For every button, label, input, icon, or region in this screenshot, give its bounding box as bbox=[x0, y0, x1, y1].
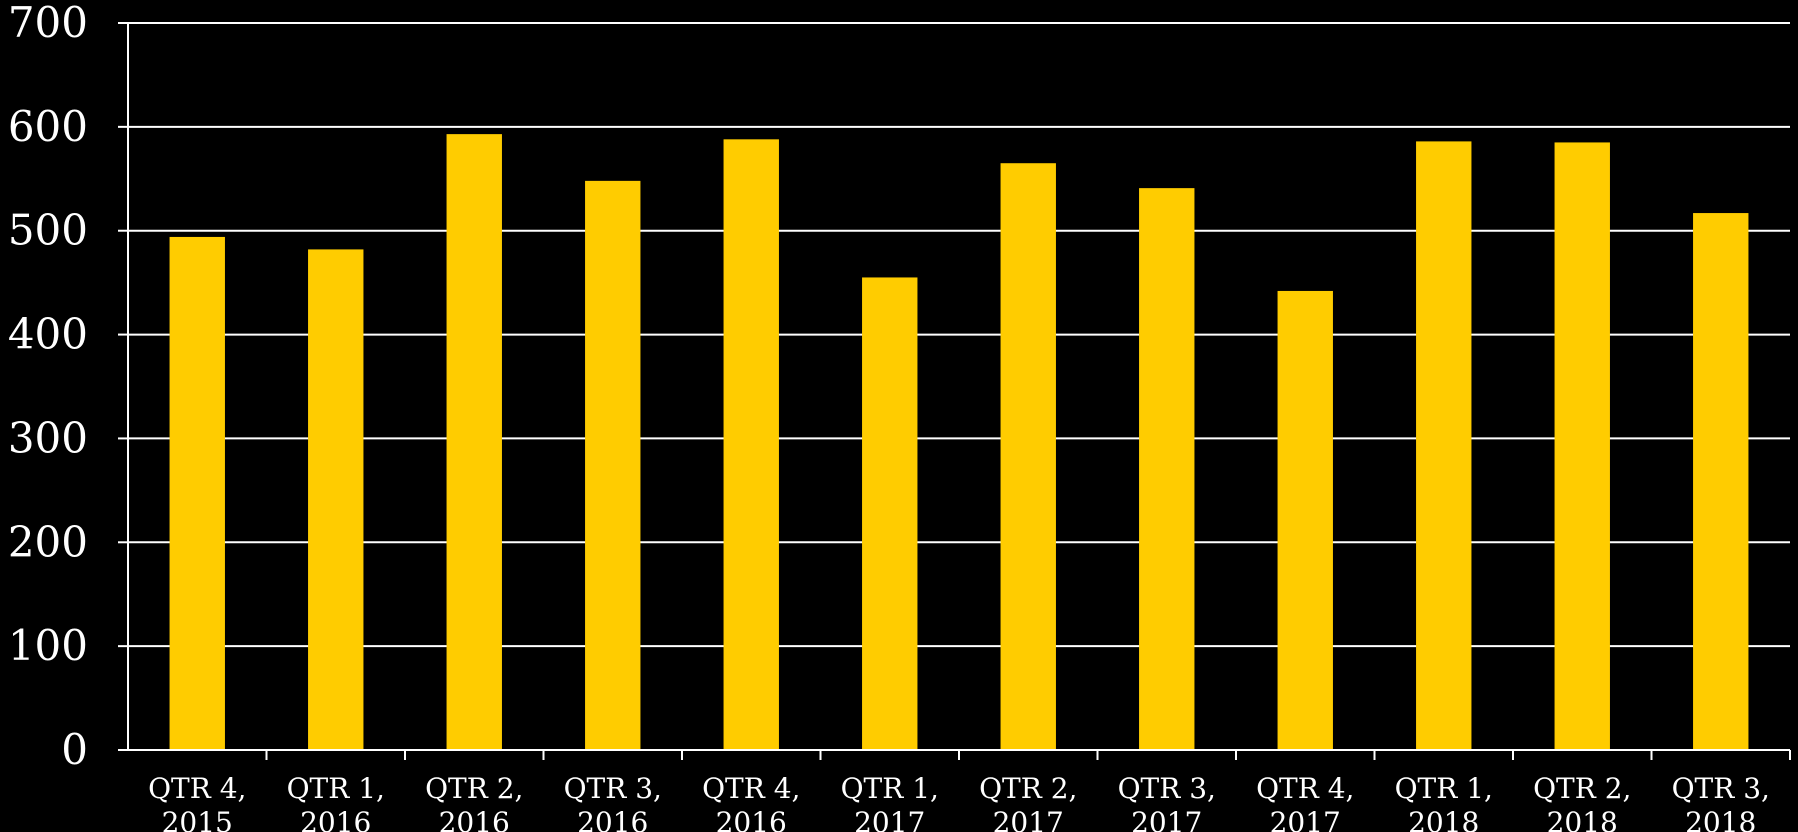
bar bbox=[1000, 163, 1056, 750]
x-tick-label: QTR 4, bbox=[1256, 772, 1354, 805]
bar bbox=[1554, 142, 1610, 750]
x-tick-label: 2018 bbox=[1685, 806, 1756, 832]
x-tick-label: QTR 2, bbox=[425, 772, 523, 805]
x-tick-label: QTR 2, bbox=[1533, 772, 1631, 805]
x-tick-label: QTR 3, bbox=[1118, 772, 1216, 805]
x-tick-label: QTR 1, bbox=[1395, 772, 1493, 805]
bar bbox=[308, 249, 364, 750]
x-tick-label: 2016 bbox=[577, 806, 648, 832]
y-tick-label: 400 bbox=[8, 310, 88, 359]
bar bbox=[1139, 188, 1195, 750]
bar bbox=[169, 236, 225, 751]
y-tick-label: 600 bbox=[8, 102, 88, 151]
x-tick-label: 2018 bbox=[1408, 806, 1479, 832]
gridlines bbox=[128, 22, 1790, 648]
x-tick-label: 2016 bbox=[439, 806, 510, 832]
x-tick-label: QTR 4, bbox=[148, 772, 246, 805]
x-tick-label: QTR 3, bbox=[1672, 772, 1770, 805]
x-tick-label: 2015 bbox=[162, 806, 233, 832]
y-tick-label: 500 bbox=[8, 206, 88, 255]
x-tick-label: 2017 bbox=[993, 806, 1064, 832]
bar bbox=[1416, 141, 1472, 750]
y-tick-label: 700 bbox=[8, 0, 88, 47]
axes bbox=[118, 22, 1791, 760]
bar bbox=[585, 180, 641, 750]
y-tick-label: 200 bbox=[8, 517, 88, 566]
y-tick-label: 100 bbox=[8, 621, 88, 670]
bar bbox=[1693, 213, 1749, 750]
bar bbox=[862, 277, 918, 750]
x-tick-label: 2016 bbox=[300, 806, 371, 832]
x-tick-label: QTR 1, bbox=[841, 772, 939, 805]
bar bbox=[723, 139, 779, 750]
x-tick-label: 2017 bbox=[854, 806, 925, 832]
x-tick-label: QTR 2, bbox=[979, 772, 1077, 805]
x-tick-label: 2017 bbox=[1131, 806, 1202, 832]
x-tick-label: QTR 1, bbox=[287, 772, 385, 805]
y-tick-label: 300 bbox=[8, 413, 88, 462]
x-tick-label: 2016 bbox=[716, 806, 787, 832]
x-tick-label: 2017 bbox=[1270, 806, 1341, 832]
y-tick-label: 0 bbox=[61, 725, 88, 774]
bars bbox=[169, 134, 1749, 751]
bar bbox=[1277, 290, 1333, 750]
x-tick-label: QTR 3, bbox=[564, 772, 662, 805]
y-tick-labels: 0 100 200 300 400 500 600 700 bbox=[8, 0, 88, 774]
bar bbox=[446, 134, 502, 750]
x-tick-label: 2018 bbox=[1547, 806, 1618, 832]
x-tick-label: QTR 4, bbox=[702, 772, 800, 805]
